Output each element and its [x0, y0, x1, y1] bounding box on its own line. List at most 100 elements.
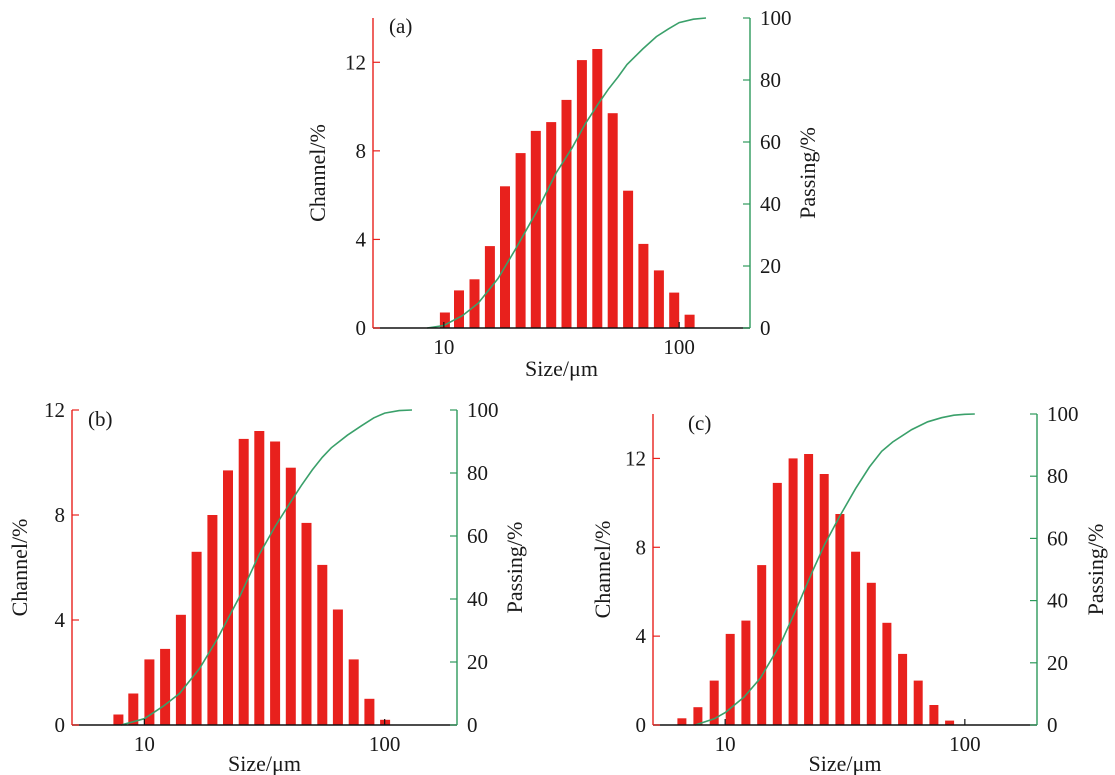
panel-1-left-tick-label: 4: [356, 227, 367, 251]
panel-2-x-tick-label: 10: [134, 732, 155, 756]
panel-2-left-tick-label: 0: [55, 713, 66, 737]
panel-3-bar: [929, 705, 939, 725]
panel-2-right-tick-label: 60: [467, 524, 488, 548]
panel-2-left-tick-label: 12: [44, 398, 65, 422]
panel-2-right-tick-label: 80: [467, 461, 488, 485]
panel-2-bar: [191, 551, 202, 726]
panel-2-right-tick-label: 40: [467, 587, 488, 611]
panel-3-right-tick-label: 100: [1047, 402, 1079, 426]
panel-3-panel-label: (c): [688, 411, 711, 435]
panel-2-left-axis-title: Channel/%: [7, 519, 32, 617]
panel-2-left-tick-label: 4: [55, 608, 66, 632]
panel-1-bar: [500, 186, 510, 328]
panel-1-left-tick-label: 8: [356, 139, 367, 163]
panel-2-bar: [128, 693, 139, 725]
panel-3-bar: [693, 707, 703, 725]
panel-1-bar: [653, 270, 664, 328]
panel-1-bar: [469, 279, 480, 328]
panel-3-bar: [725, 633, 735, 725]
panel-1-right-tick-label: 60: [760, 130, 781, 154]
panel-3-right-axis-title: Passing/%: [1083, 524, 1108, 616]
panel-1-right-tick-label: 100: [760, 6, 792, 30]
panel-1-right-tick-label: 20: [760, 254, 781, 278]
panel-1-bar: [607, 113, 618, 328]
panel-1-bar: [592, 49, 603, 328]
panel-2-bar: [364, 698, 375, 726]
panel-1-x-tick-label: 100: [663, 335, 695, 359]
panel-3-bar: [913, 680, 923, 725]
panel-1-bar: [454, 290, 464, 328]
panel-2-x-axis-title: Size/μm: [228, 751, 301, 775]
panel-2-right-tick-label: 20: [467, 650, 488, 674]
panel-3-bar: [882, 622, 892, 725]
panel-3-bar: [741, 620, 751, 725]
panel-2-bar: [285, 467, 296, 725]
panel-2-bar: [317, 564, 328, 725]
panel-3-bar: [835, 514, 845, 725]
panel-3-bar: [898, 653, 908, 725]
panel-1-left-tick-label: 12: [345, 50, 366, 74]
panel-1-bar: [576, 60, 587, 328]
panel-1-bar: [684, 314, 695, 328]
panel-2-bar: [238, 438, 249, 725]
panel-1-right-tick-label: 40: [760, 192, 781, 216]
panel-2-bar: [144, 659, 155, 725]
panel-3-left-tick-label: 12: [625, 446, 646, 470]
panel-2-bar: [160, 648, 171, 725]
panel-1-bar: [669, 292, 680, 328]
panel-2-left-tick-label: 8: [55, 503, 66, 527]
panel-1-bar: [623, 190, 634, 328]
panel-2-right-axis-title: Passing/%: [502, 522, 527, 614]
panel-1-bar: [638, 243, 649, 328]
panel-2-bar: [207, 515, 218, 725]
panel-1-left-axis-title: Channel/%: [305, 124, 330, 222]
panel-2-right-tick-label: 100: [467, 398, 499, 422]
panel-2-bar: [254, 431, 265, 725]
panel-1-bar: [546, 122, 557, 328]
panel-3-bar: [757, 565, 767, 725]
panel-3-left-tick-label: 8: [636, 535, 647, 559]
panel-3-bar: [788, 458, 798, 725]
panel-3-bar: [772, 482, 782, 725]
panel-2-bar: [332, 609, 343, 725]
panel-1-left-tick-label: 0: [356, 316, 367, 340]
panel-3-left-tick-label: 0: [636, 713, 647, 737]
panel-1-bar: [484, 246, 495, 328]
panel-3-bar: [677, 718, 687, 725]
panel-3-right-tick-label: 40: [1047, 589, 1068, 613]
panel-3-right-tick-label: 20: [1047, 651, 1068, 675]
panel-3-bar: [819, 474, 829, 725]
panel-3-x-tick-label: 10: [715, 732, 736, 756]
panel-1-right-axis-title: Passing/%: [795, 127, 820, 219]
panel-1-right-tick-label: 80: [760, 68, 781, 92]
panel-3-bar: [866, 582, 876, 725]
panel-3-passing-curve: [694, 413, 975, 726]
panel-2-bar: [301, 522, 312, 725]
panel-2-bar: [270, 441, 281, 725]
panel-2-right-tick-label: 0: [467, 713, 478, 737]
panel-3-bar: [709, 680, 719, 725]
panel-1-x-tick-label: 10: [433, 335, 454, 359]
panel-2-bar: [348, 659, 359, 725]
panel-2-panel-label: (b): [88, 407, 113, 431]
panel-3-x-tick-label: 100: [949, 732, 981, 756]
panel-2-passing-curve: [120, 409, 413, 726]
panel-1-x-axis-title: Size/μm: [525, 356, 598, 381]
panel-1-panel-label: (a): [389, 14, 412, 38]
panel-3-left-tick-label: 4: [636, 624, 647, 648]
panel-3-bar: [945, 720, 955, 725]
panel-1-bar: [561, 99, 572, 329]
panel-2-bar: [223, 470, 233, 725]
panel-2-bar: [113, 714, 124, 725]
panel-1-passing-curve: [427, 17, 707, 329]
panel-3-right-tick-label: 60: [1047, 526, 1068, 550]
panel-2-bar: [175, 614, 186, 726]
panel-3-x-axis-title: Size/μm: [809, 751, 882, 775]
panel-3-right-tick-label: 80: [1047, 464, 1068, 488]
panel-3-left-axis-title: Channel/%: [590, 521, 615, 619]
panel-1-bar: [530, 130, 541, 328]
panel-1-bar: [439, 312, 450, 328]
panel-1-right-tick-label: 0: [760, 316, 771, 340]
panel-3-bar: [804, 454, 814, 725]
